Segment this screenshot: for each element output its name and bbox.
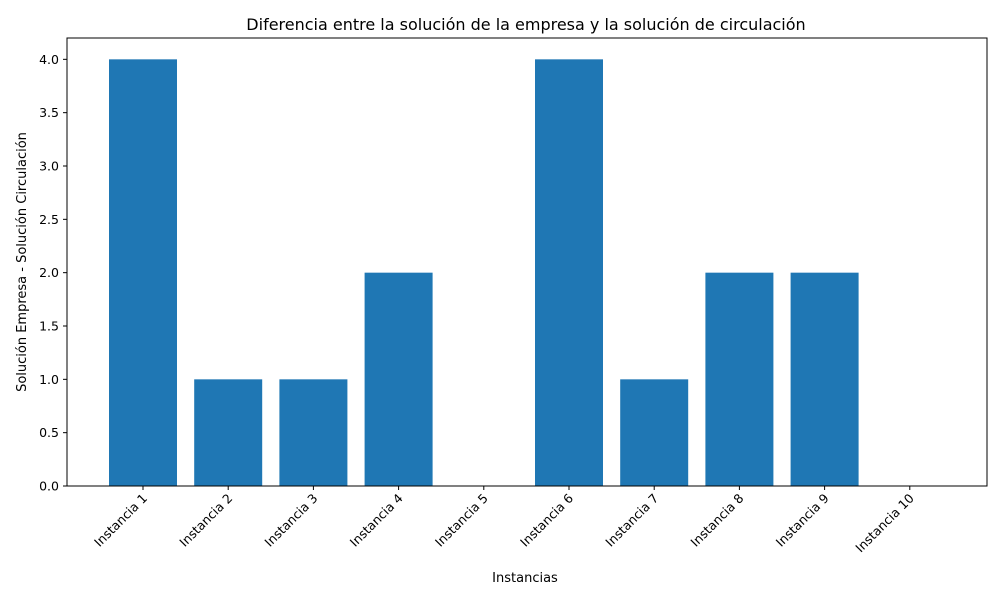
y-tick-label: 3.5 [39, 105, 59, 120]
x-tick-label: Instancia 8 [687, 490, 746, 549]
y-tick-label: 2.5 [39, 212, 59, 227]
x-tick-label: Instancia 4 [347, 490, 406, 549]
y-axis-label: Solución Empresa - Solución Circulación [15, 132, 30, 392]
bar-3 [279, 379, 348, 486]
bar-6 [535, 59, 603, 486]
bar-7 [620, 379, 689, 486]
x-tick-label: Instancia 10 [852, 490, 917, 555]
x-tick-label: Instancia 2 [176, 491, 235, 550]
y-tick-label: 4.0 [39, 52, 59, 67]
bar-4 [364, 272, 433, 486]
y-tick-label: 1.0 [39, 372, 59, 387]
bar-2 [194, 379, 263, 486]
y-tick-label: 1.5 [39, 319, 59, 334]
x-axis: Instancia 1 Instancia 2 Instancia 3 Instanc… [91, 486, 917, 555]
y-axis: 0.0 0.5 1.0 1.5 2.0 2.5 3.0 3.5 4.0 [39, 52, 67, 494]
x-tick-label: Instancia 9 [773, 490, 832, 549]
chart-title: Diferencia entre la solución de la empre… [246, 15, 805, 34]
y-tick-label: 3.0 [39, 159, 59, 174]
x-axis-label: Instancias [492, 571, 558, 586]
bar-9 [790, 272, 859, 486]
x-tick-label: Instancia 3 [261, 491, 320, 550]
x-tick-label: Instancia 5 [432, 491, 491, 550]
plot-area [66, 37, 988, 487]
x-tick-label: Instancia 1 [91, 491, 150, 550]
x-tick-label: Instancia 7 [602, 491, 661, 550]
x-tick-label: Instancia 6 [517, 490, 576, 549]
y-tick-label: 0.0 [39, 479, 59, 494]
y-tick-label: 2.0 [39, 265, 59, 280]
bar-1 [109, 59, 177, 486]
plot-frame [66, 37, 988, 487]
y-tick-label: 0.5 [39, 425, 59, 440]
bar-8 [705, 272, 774, 486]
